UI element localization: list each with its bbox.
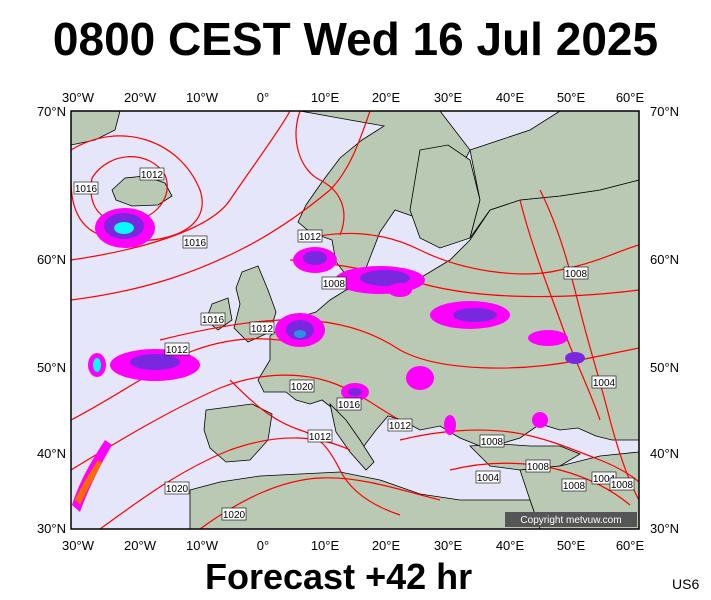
- svg-text:1004: 1004: [593, 474, 616, 485]
- svg-text:1016: 1016: [184, 238, 207, 249]
- top-lon-label: 0°: [257, 90, 269, 105]
- left-lat-label: 60°N: [37, 252, 66, 267]
- top-lon-label: 20°W: [124, 90, 157, 105]
- svg-text:1004: 1004: [593, 378, 616, 389]
- left-lat-label: 70°N: [37, 104, 66, 119]
- isobar-label: 1004: [591, 375, 617, 389]
- svg-text:1012: 1012: [309, 432, 332, 443]
- svg-text:1016: 1016: [338, 400, 361, 411]
- isobar-label: 1012: [164, 342, 190, 356]
- isobar-label: 1008: [479, 434, 505, 448]
- precipitation: [72, 208, 585, 512]
- right-lat-label: 70°N: [650, 104, 679, 119]
- svg-text:1012: 1012: [166, 345, 189, 356]
- isobar-label: 1012: [307, 429, 333, 443]
- top-lon-label: 40°E: [496, 90, 525, 105]
- svg-text:1012: 1012: [389, 421, 412, 432]
- finland-land: [409, 144, 481, 249]
- map-title: 0800 CEST Wed 16 Jul 2025: [52, 13, 659, 65]
- russia-north-land: [469, 111, 639, 239]
- svg-text:1012: 1012: [141, 170, 164, 181]
- right-lat-label: 40°N: [650, 446, 679, 461]
- isobar-label: 1020: [164, 481, 190, 495]
- right-lat-label: 50°N: [650, 360, 679, 375]
- isobar-label: 1012: [297, 229, 323, 243]
- isobar-labels: 1016 1012 1016 1012 1008 1016 1012 1012 …: [73, 167, 635, 521]
- isobar-label: 1020: [289, 379, 315, 393]
- svg-text:1020: 1020: [166, 484, 189, 495]
- bottom-lon-label: 10°E: [311, 538, 340, 553]
- isobar-label: 1016: [182, 235, 208, 249]
- bottom-lon-label: 30°W: [62, 538, 95, 553]
- bottom-lon-label: 20°E: [372, 538, 401, 553]
- right-lat-axis: 70°N 60°N 50°N 40°N 30°N: [650, 104, 679, 536]
- svg-text:1016: 1016: [202, 315, 225, 326]
- top-lon-label: 30°E: [434, 90, 463, 105]
- isobar-label: 1012: [387, 418, 413, 432]
- isobar-label: 1008: [321, 276, 347, 290]
- svg-text:1008: 1008: [323, 279, 346, 290]
- svg-text:1008: 1008: [527, 462, 550, 473]
- isobar-label: 1016: [336, 397, 362, 411]
- top-lon-label: 50°E: [557, 90, 586, 105]
- top-lon-label: 10°E: [311, 90, 340, 105]
- isobar-label: 1020: [221, 507, 247, 521]
- isobar-label: 1008: [561, 478, 587, 492]
- svg-text:1008: 1008: [481, 437, 504, 448]
- isobar-label: 1012: [249, 321, 275, 335]
- isobar-label: 1012: [139, 167, 165, 181]
- bottom-lon-label: 20°W: [124, 538, 157, 553]
- italy-land: [329, 402, 375, 471]
- isobar-label: 1008: [525, 459, 551, 473]
- top-lon-label: 10°W: [186, 90, 219, 105]
- svg-text:1012: 1012: [299, 232, 322, 243]
- greenland-land: [71, 111, 121, 146]
- bottom-lon-label: 40°E: [496, 538, 525, 553]
- top-lon-label: 30°W: [62, 90, 95, 105]
- svg-text:1020: 1020: [223, 510, 246, 521]
- top-lon-label: 20°E: [372, 90, 401, 105]
- bottom-lon-label: 50°E: [557, 538, 586, 553]
- svg-text:1008: 1008: [563, 481, 586, 492]
- left-lat-axis: 70°N 60°N 50°N 40°N 30°N: [37, 104, 66, 536]
- svg-text:1012: 1012: [251, 324, 274, 335]
- bottom-lon-label: 10°W: [186, 538, 219, 553]
- bottom-lon-axis: 30°W 20°W 10°W 0° 10°E 20°E 30°E 40°E 50…: [62, 538, 644, 553]
- forecast-label: Forecast +42 hr: [205, 556, 473, 597]
- svg-text:1004: 1004: [477, 473, 500, 484]
- svg-text:Copyright metvuw.com: Copyright metvuw.com: [520, 515, 621, 526]
- isobar-label: 1004: [475, 470, 501, 484]
- right-lat-label: 30°N: [650, 521, 679, 536]
- map-frame: [70, 110, 640, 530]
- svg-text:1016: 1016: [75, 184, 98, 195]
- bottom-lon-label: 60°E: [616, 538, 645, 553]
- isobar-label: 1008: [609, 477, 635, 491]
- isobar-label: 1008: [563, 266, 589, 280]
- top-lon-axis: 30°W 20°W 10°W 0° 10°E 20°E 30°E 40°E 50…: [62, 90, 644, 105]
- svg-text:1008: 1008: [565, 269, 588, 280]
- left-lat-label: 30°N: [37, 521, 66, 536]
- bottom-lon-label: 0°: [257, 538, 269, 553]
- isobar-label: 1016: [200, 312, 226, 326]
- svg-text:1008: 1008: [611, 480, 634, 491]
- iceland-land: [111, 175, 173, 207]
- isobar-label: 1016: [73, 181, 99, 195]
- bottom-lon-label: 30°E: [434, 538, 463, 553]
- copyright-badge: Copyright metvuw.com: [505, 512, 637, 527]
- top-lon-label: 60°E: [616, 90, 645, 105]
- svg-text:1020: 1020: [291, 382, 314, 393]
- left-lat-label: 40°N: [37, 446, 66, 461]
- right-lat-label: 60°N: [650, 252, 679, 267]
- left-lat-label: 50°N: [37, 360, 66, 375]
- model-code: US6: [672, 576, 700, 592]
